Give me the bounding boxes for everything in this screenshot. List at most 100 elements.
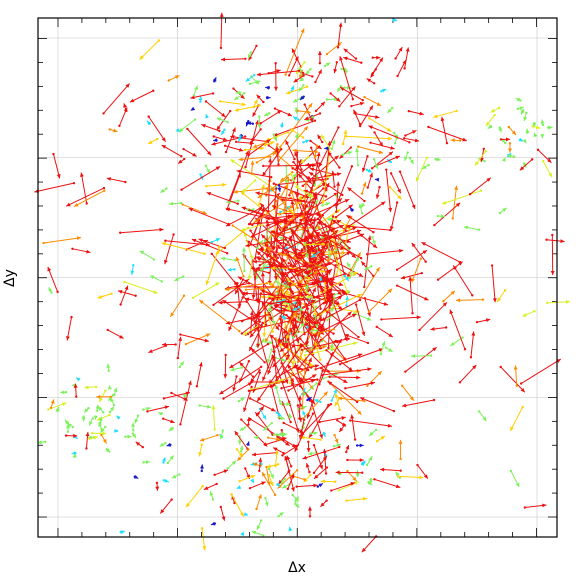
vector-arrow: [258, 226, 287, 261]
vector-arrow: [282, 421, 304, 434]
vector-arrow: [408, 156, 415, 165]
vector-arrow: [219, 100, 246, 107]
vector-arrow: [490, 106, 501, 113]
vector-arrow: [350, 414, 357, 441]
vector-arrow: [277, 511, 284, 518]
vector-arrow: [260, 272, 268, 326]
vector-arrow: [513, 365, 518, 387]
vector-arrow: [360, 460, 366, 466]
x-axis-label: Δx: [288, 560, 306, 576]
vector-arrow: [163, 233, 175, 265]
vector-arrow: [247, 51, 253, 59]
vector-arrow: [289, 172, 299, 190]
vector-arrow: [475, 318, 491, 324]
vector-arrow: [306, 440, 311, 453]
vector-arrow: [65, 315, 73, 341]
vector-arrow: [250, 128, 262, 143]
vector-arrow: [380, 315, 421, 321]
vector-arrow: [349, 419, 393, 428]
vector-arrow: [289, 327, 298, 354]
vector-arrow: [223, 353, 228, 379]
vector-arrow: [320, 298, 362, 322]
vector-arrow: [239, 445, 244, 453]
vector-arrow: [330, 388, 338, 402]
vector-arrow: [289, 128, 305, 139]
vector-arrow: [536, 148, 552, 164]
vector-arrow: [276, 435, 290, 447]
vector-arrow: [436, 261, 463, 281]
vector-arrow: [119, 285, 129, 306]
vector-arrow: [131, 432, 137, 439]
vector-arrow: [321, 224, 345, 235]
vector-arrow: [162, 478, 170, 483]
vector-arrow: [155, 481, 160, 491]
vector-arrow: [303, 189, 328, 198]
vector-arrow: [320, 134, 331, 150]
vector-arrow: [344, 333, 370, 345]
vector-arrow: [235, 256, 245, 278]
vector-arrow: [176, 336, 183, 360]
vector-arrow: [212, 77, 217, 83]
vector-arrow: [106, 328, 124, 339]
vector-arrow: [315, 231, 363, 260]
vector-arrow: [325, 41, 342, 56]
vector-arrow: [329, 92, 341, 103]
vector-arrow: [211, 405, 216, 431]
vector-arrow: [369, 141, 395, 150]
vector-arrow: [147, 115, 167, 143]
vector-arrow: [273, 237, 290, 254]
vector-arrow: [251, 220, 260, 238]
vector-arrow: [275, 482, 281, 488]
vector-arrow: [238, 474, 256, 483]
vector-arrow: [508, 142, 512, 153]
vector-arrow: [339, 56, 355, 101]
vector-arrow: [256, 312, 261, 348]
vector-arrow: [242, 247, 246, 273]
vector-arrow: [249, 417, 297, 448]
vector-arrow: [334, 204, 353, 219]
vector-arrow: [220, 256, 237, 262]
vector-arrow: [402, 137, 420, 143]
vector-arrow: [371, 55, 381, 60]
vector-arrow: [545, 238, 565, 244]
vector-arrow: [205, 182, 227, 188]
vector-arrow: [181, 203, 208, 215]
vector-arrow: [243, 385, 253, 413]
vector-arrow: [280, 361, 295, 383]
vector-arrow: [290, 189, 299, 210]
vector-arrow: [180, 166, 221, 191]
vector-arrow: [106, 177, 127, 184]
vector-arrow: [161, 241, 206, 255]
vector-arrow: [415, 156, 428, 182]
vector-arrow: [272, 447, 285, 455]
vector-arrow: [96, 413, 111, 421]
vector-arrow: [304, 295, 343, 327]
vector-arrow: [302, 139, 310, 144]
vector-arrow: [288, 358, 296, 385]
vector-arrow: [158, 412, 163, 416]
vector-arrow: [161, 144, 183, 158]
vector-arrow: [203, 482, 218, 491]
vector-arrow: [367, 288, 393, 313]
vector-arrow: [272, 187, 278, 210]
vector-arrow: [335, 470, 364, 475]
vector-arrow: [396, 475, 424, 480]
vector-arrow: [294, 132, 299, 139]
vector-arrow: [498, 207, 507, 215]
vector-arrow: [52, 152, 61, 179]
vector-arrow: [436, 214, 445, 219]
vector-arrow: [324, 146, 329, 151]
vector-arrow: [233, 187, 268, 194]
vector-arrow: [250, 348, 266, 364]
vector-arrow: [345, 496, 368, 502]
vector-arrow: [341, 129, 348, 146]
vector-arrow: [142, 406, 151, 411]
vector-arrow: [240, 223, 264, 232]
vector-arrow: [421, 163, 430, 170]
vector-arrow: [102, 83, 130, 115]
vector-arrow: [312, 240, 329, 264]
vector-arrow: [355, 147, 360, 167]
vector-arrow: [337, 481, 359, 492]
vector-arrow: [298, 84, 305, 92]
